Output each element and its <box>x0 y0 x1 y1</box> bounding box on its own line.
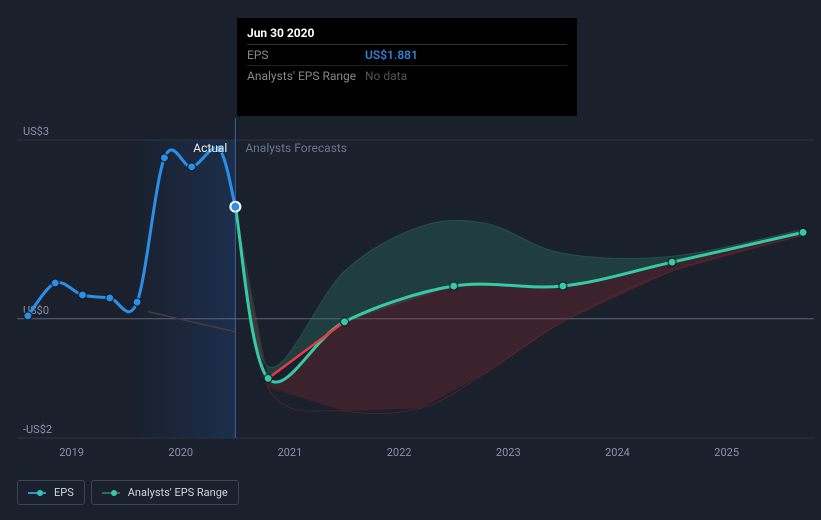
svg-text:2025: 2025 <box>714 446 739 459</box>
legend-swatch-eps <box>28 489 46 497</box>
svg-text:2019: 2019 <box>59 446 84 459</box>
legend-item-range[interactable]: Analysts' EPS Range <box>91 480 239 505</box>
legend-label: EPS <box>54 486 74 499</box>
legend: EPS Analysts' EPS Range <box>17 480 239 505</box>
svg-text:-US$2: -US$2 <box>23 423 52 436</box>
tooltip-row-range: Analysts' EPS Range No data <box>247 66 567 86</box>
tooltip: Jun 30 2020 EPS US$1.881 Analysts' EPS R… <box>237 18 577 116</box>
legend-item-eps[interactable]: EPS <box>17 480 85 505</box>
tooltip-label: Analysts' EPS Range <box>247 69 365 83</box>
svg-text:2022: 2022 <box>387 446 412 459</box>
svg-text:2021: 2021 <box>278 446 303 459</box>
svg-text:2020: 2020 <box>168 446 193 459</box>
svg-text:2024: 2024 <box>605 446 630 459</box>
legend-label: Analysts' EPS Range <box>128 486 228 499</box>
tooltip-row-eps: EPS US$1.881 <box>247 45 567 66</box>
svg-text:Analysts Forecasts: Analysts Forecasts <box>245 141 347 155</box>
legend-swatch-range <box>102 489 120 497</box>
tooltip-label: EPS <box>247 48 365 62</box>
tooltip-value: No data <box>365 69 407 83</box>
svg-text:2023: 2023 <box>496 446 521 459</box>
svg-text:US$3: US$3 <box>23 125 49 138</box>
tooltip-value: US$1.881 <box>365 48 418 62</box>
svg-text:Actual: Actual <box>193 141 227 155</box>
tooltip-title: Jun 30 2020 <box>247 26 567 45</box>
